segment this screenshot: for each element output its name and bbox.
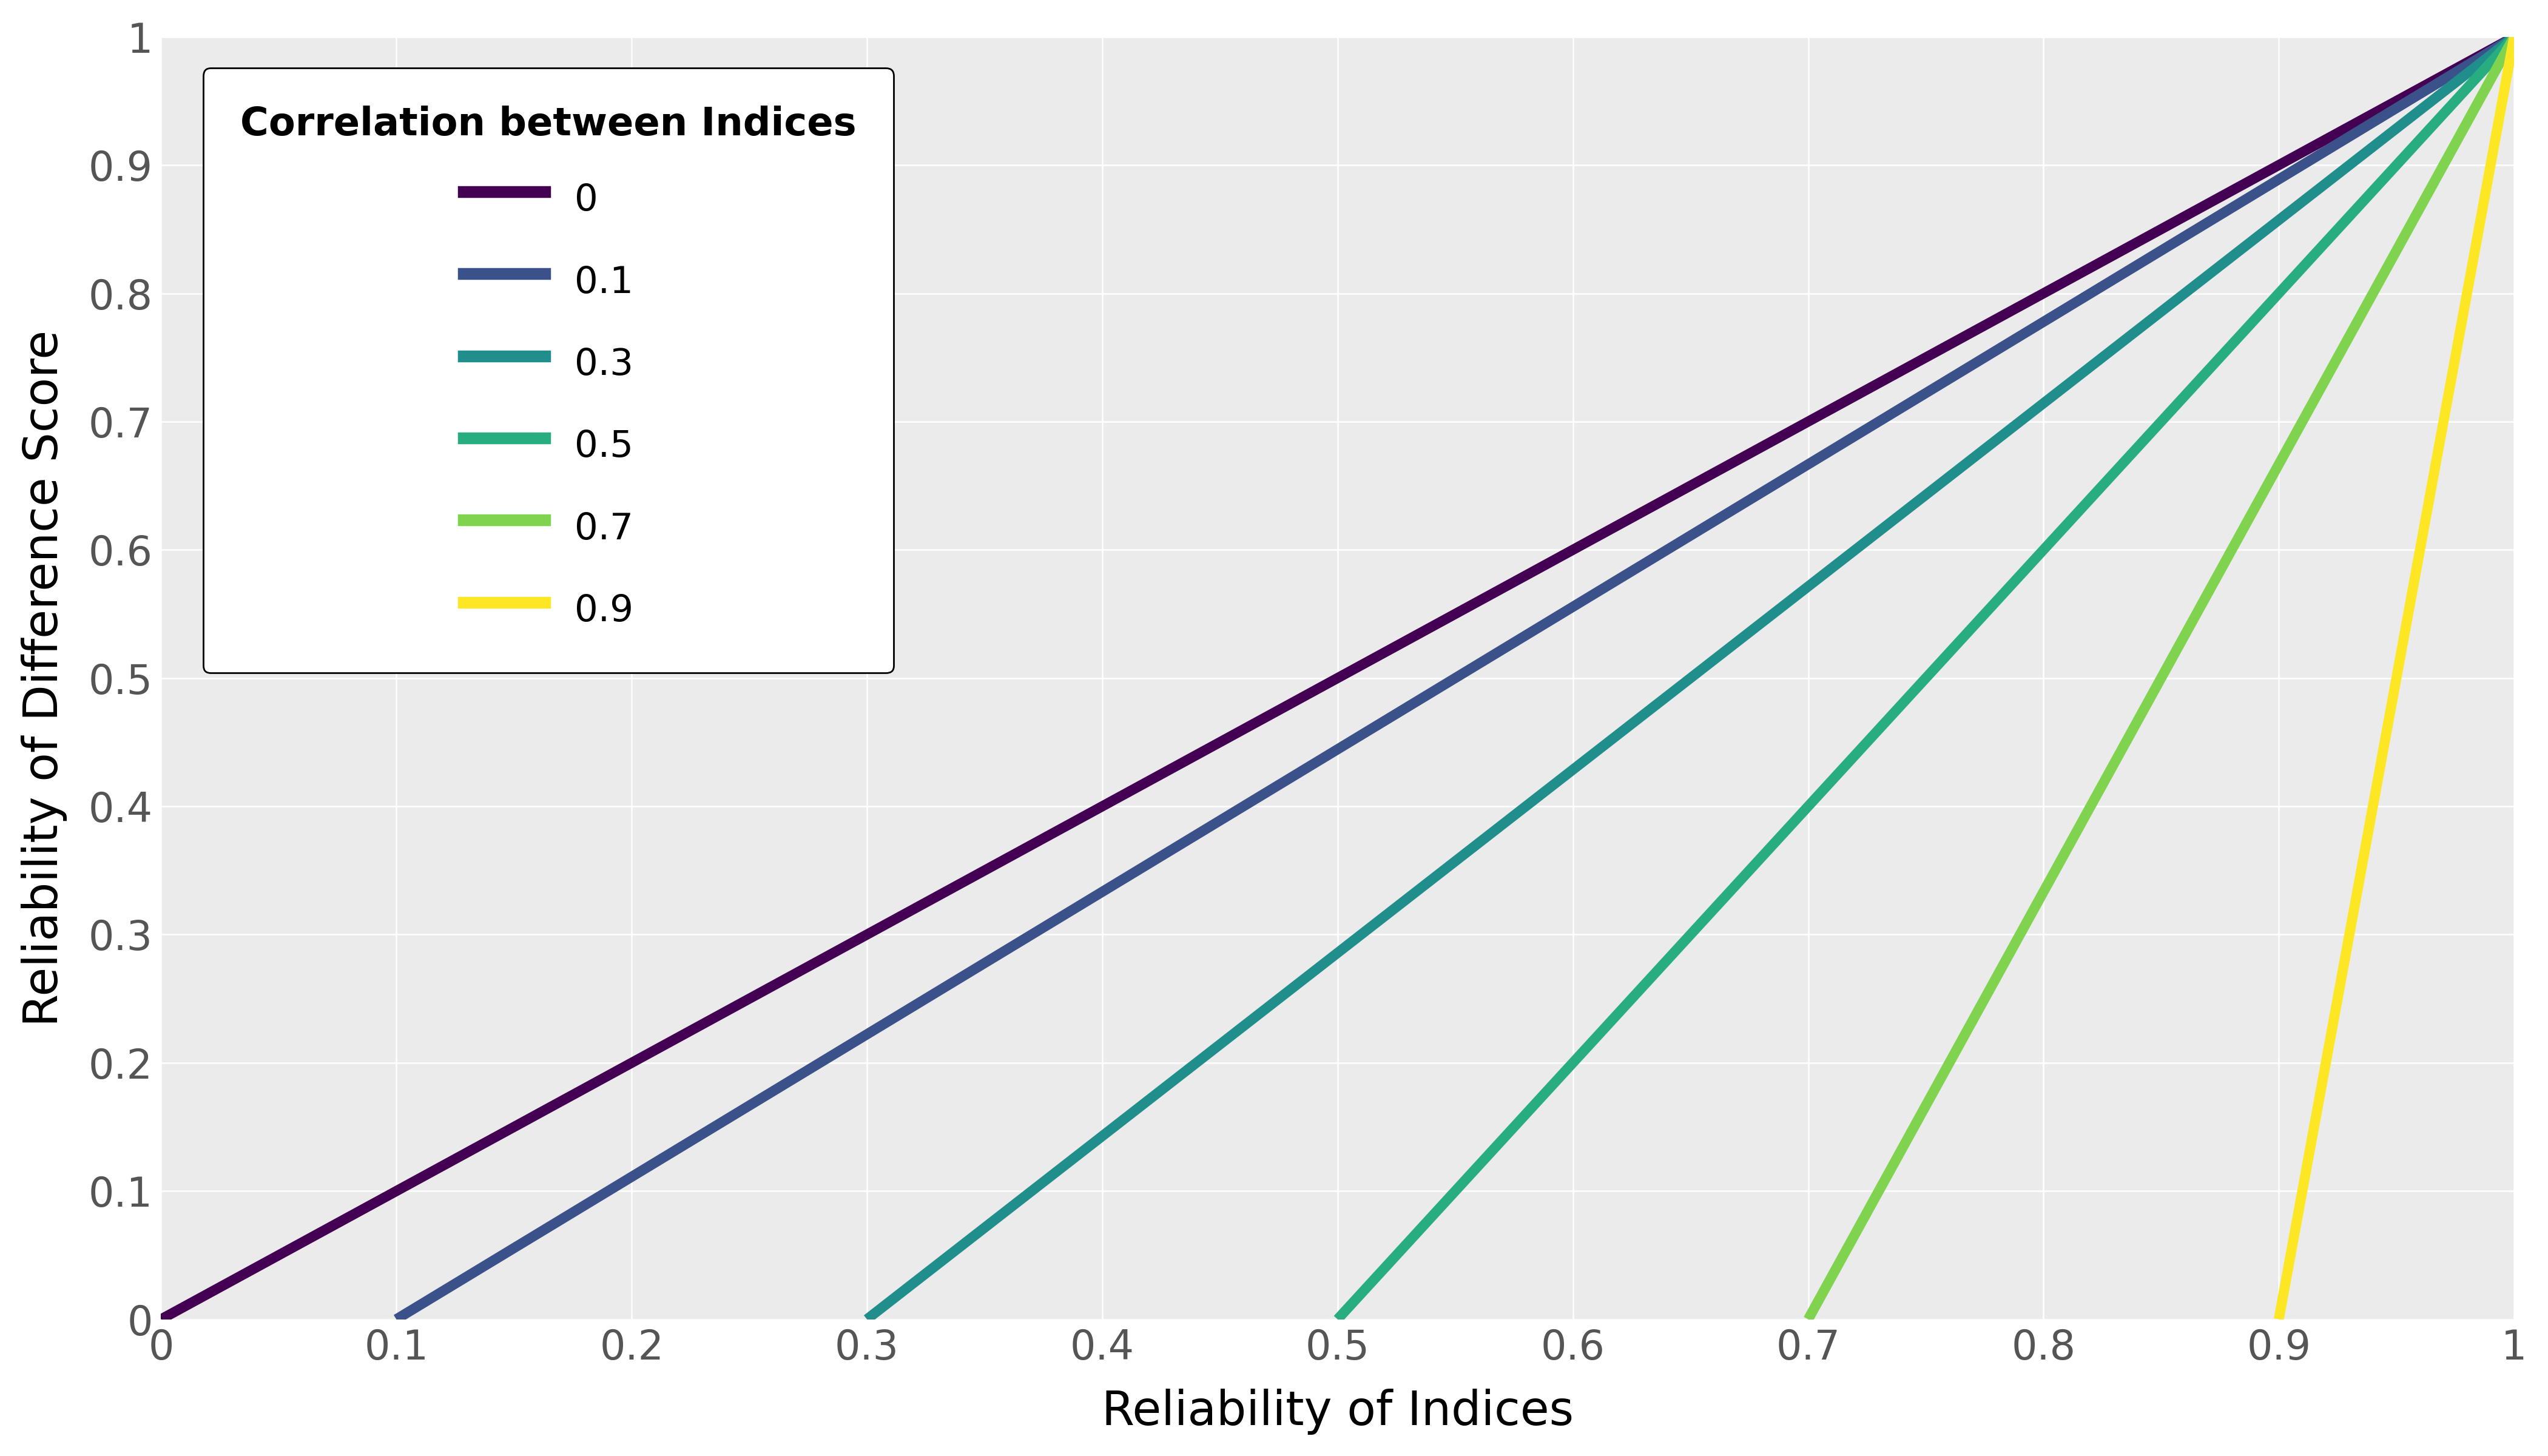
Y-axis label: Reliability of Difference Score: Reliability of Difference Score — [20, 331, 66, 1026]
X-axis label: Reliability of Indices: Reliability of Indices — [1101, 1389, 1575, 1436]
Legend: 0, 0.1, 0.3, 0.5, 0.7, 0.9: 0, 0.1, 0.3, 0.5, 0.7, 0.9 — [204, 68, 894, 673]
